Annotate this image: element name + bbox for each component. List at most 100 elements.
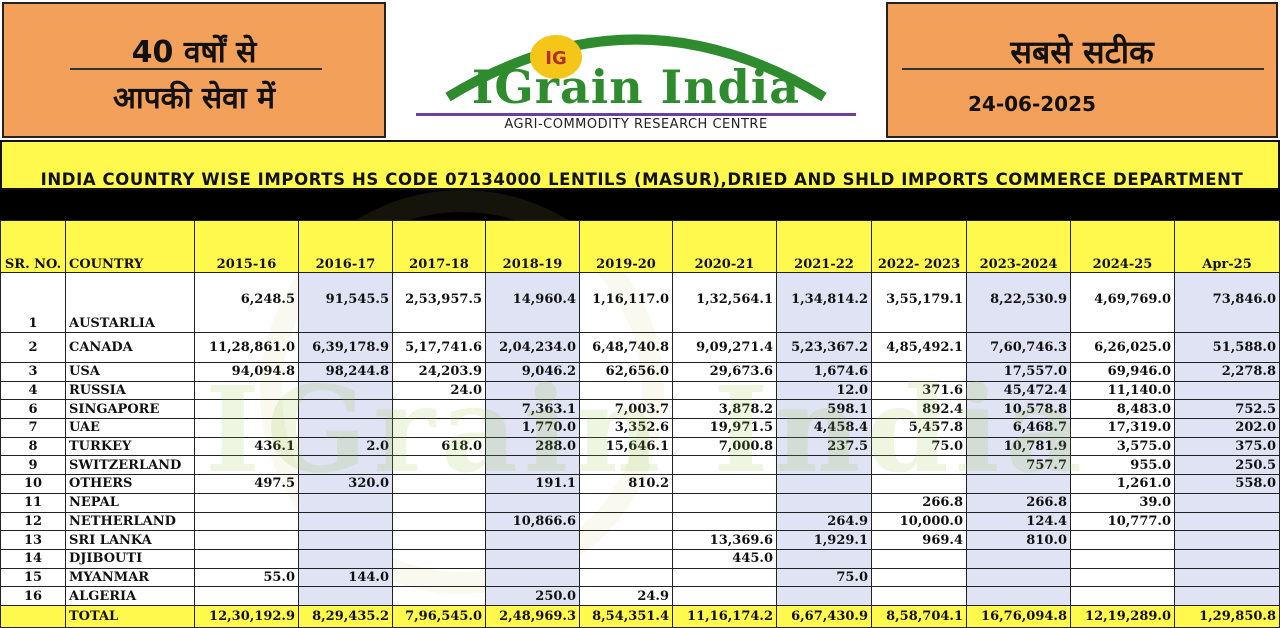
report-title: INDIA COUNTRY WISE IMPORTS HS CODE 07134… (40, 170, 1244, 189)
value-cell: 6,48,740.8 (579, 332, 673, 363)
country-cell: UAE (65, 418, 195, 438)
column-header: 2015-16 (194, 220, 299, 273)
value-cell (485, 380, 580, 401)
value-cell: 202.0 (1174, 418, 1280, 438)
value-cell: 2,278.8 (1174, 362, 1280, 382)
value-cell: 558.0 (1174, 474, 1280, 494)
report-title-band: INDIA COUNTRY WISE IMPORTS HS CODE 07134… (0, 140, 1280, 190)
value-cell: 266.8 (966, 492, 1071, 513)
value-cell: 810.0 (966, 530, 1071, 550)
value-cell (194, 511, 299, 532)
value-cell (871, 567, 967, 588)
table-header-row: SR. NO. COUNTRY 2015-16 2016-17 2017-18 2018-… (0, 220, 1280, 273)
value-cell (298, 380, 393, 401)
value-cell: 7,363.1 (485, 399, 580, 420)
sr-no-cell: 10 (0, 474, 66, 494)
value-cell (672, 567, 777, 588)
value-cell (298, 492, 393, 513)
value-cell: 8,483.0 (1070, 399, 1175, 420)
value-cell: 5,17,741.6 (392, 332, 486, 363)
value-cell (579, 530, 673, 550)
sr-no-cell: 6 (0, 399, 66, 420)
value-cell (194, 455, 299, 476)
value-cell (776, 492, 872, 513)
table-row: 11 NEPAL 266.8 266.8 39.0 (0, 492, 1280, 513)
value-cell: 15,646.1 (579, 436, 673, 457)
value-cell: 75.0 (871, 436, 967, 457)
tagline-line2: आपकी सेवा में (112, 81, 276, 116)
country-cell: SRI LANKA (65, 530, 195, 550)
value-cell: 371.6 (871, 380, 967, 401)
value-cell (194, 586, 299, 606)
value-cell: 3,878.2 (672, 399, 777, 420)
svg-text:IG: IG (545, 48, 566, 69)
value-cell (1070, 548, 1175, 569)
value-cell: 1,929.1 (776, 530, 872, 550)
value-cell: 6,468.7 (966, 418, 1071, 438)
value-cell: 3,55,179.1 (871, 272, 967, 333)
tagline-line1: 40 वर्षों से (131, 35, 257, 70)
value-cell: 3,575.0 (1070, 436, 1175, 457)
value-cell (298, 418, 393, 438)
value-cell: 17,319.0 (1070, 418, 1175, 438)
value-cell (776, 455, 872, 476)
value-cell: 10,781.9 (966, 436, 1071, 457)
value-cell: 969.4 (871, 530, 967, 550)
value-cell (392, 455, 486, 476)
column-header: 2021-22 (776, 220, 872, 273)
table-row: 15 MYANMAR 55.0 144.0 75.0 (0, 567, 1280, 588)
value-cell: 11,140.0 (1070, 380, 1175, 401)
value-cell: 955.0 (1070, 455, 1175, 476)
imports-table: SR. NO. COUNTRY 2015-16 2016-17 2017-18 2018-… (0, 220, 1280, 628)
value-cell (392, 399, 486, 420)
tagline-divider (70, 68, 322, 70)
sr-no-cell: 2 (0, 332, 66, 363)
column-header: 2019-20 (579, 220, 673, 273)
value-cell (776, 474, 872, 494)
value-cell: 6,39,178.9 (298, 332, 393, 363)
value-cell: 810.2 (579, 474, 673, 494)
value-cell: 445.0 (672, 548, 777, 569)
value-cell: 73,846.0 (1174, 272, 1280, 333)
logo-grain-icon (530, 35, 582, 79)
value-cell: 8,54,351.4 (579, 604, 673, 628)
value-cell: 618.0 (392, 436, 486, 457)
column-header: SR. NO. (0, 220, 66, 273)
value-cell (392, 511, 486, 532)
value-cell (485, 455, 580, 476)
column-header: 2020-21 (672, 220, 777, 273)
country-cell: MYANMAR (65, 567, 195, 588)
value-cell (579, 492, 673, 513)
logo-arc-graphic: IG (445, 34, 827, 102)
value-cell: 250.0 (485, 586, 580, 606)
value-cell: 250.5 (1174, 455, 1280, 476)
table-row: 12 NETHERLAND 10,866.6 264.9 10,000.0 124.4 10… (0, 511, 1280, 532)
value-cell: 7,000.8 (672, 436, 777, 457)
value-cell: 51,588.0 (1174, 332, 1280, 363)
value-cell (485, 548, 580, 569)
divider-band (0, 190, 1280, 220)
column-header: 2017-18 (392, 220, 486, 273)
value-cell: 69,946.0 (1070, 362, 1175, 382)
value-cell (672, 474, 777, 494)
value-cell (672, 455, 777, 476)
value-cell: 94,094.8 (194, 362, 299, 382)
country-cell: TURKEY (65, 436, 195, 457)
accuracy-title: सबसे सटीक (1010, 33, 1154, 71)
country-cell: NETHERLAND (65, 511, 195, 532)
country-cell: AUSTARLIA (65, 272, 195, 333)
table-row: 2 CANADA 11,28,861.0 6,39,178.9 5,17,741.6 2,… (0, 332, 1280, 363)
value-cell (579, 380, 673, 401)
value-cell: 1,261.0 (1070, 474, 1175, 494)
country-cell: NEPAL (65, 492, 195, 513)
value-cell (485, 492, 580, 513)
value-cell: 1,674.6 (776, 362, 872, 382)
value-cell: 4,85,492.1 (871, 332, 967, 363)
accuracy-divider (902, 68, 1264, 70)
value-cell: 892.4 (871, 399, 967, 420)
sr-no-cell: 11 (0, 492, 66, 513)
value-cell (1174, 548, 1280, 569)
value-cell (871, 455, 967, 476)
value-cell: 5,457.8 (871, 418, 967, 438)
value-cell (966, 474, 1071, 494)
